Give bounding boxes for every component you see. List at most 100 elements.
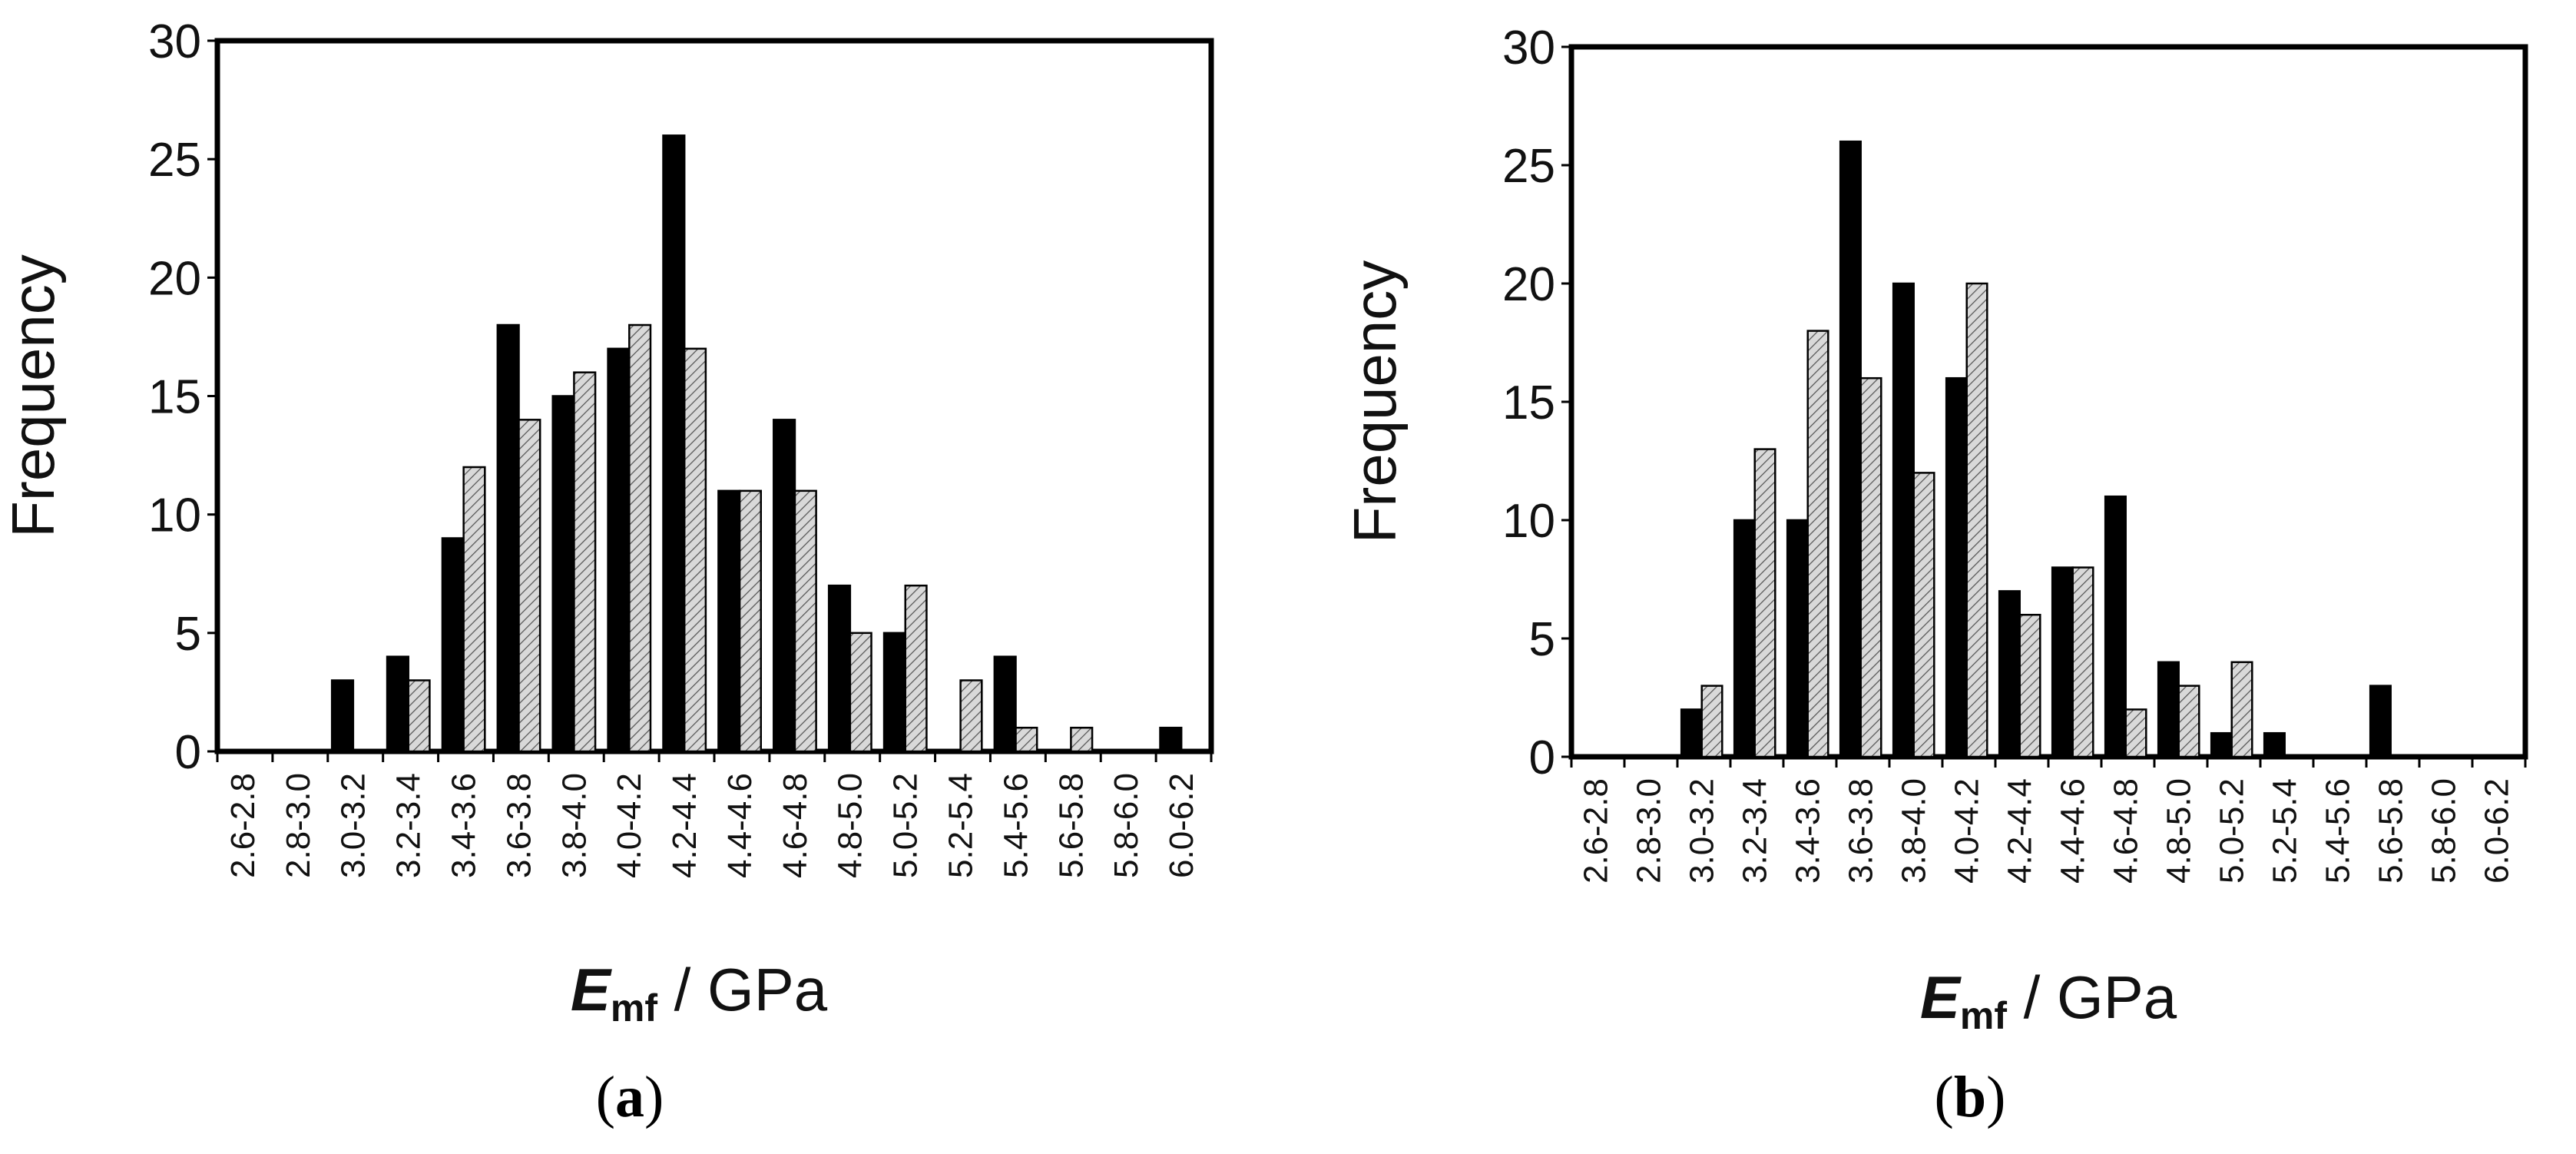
x-tick-label: 3.4-3.6 — [445, 773, 483, 878]
x-tick-label: 6.0-6.2 — [2478, 778, 2516, 884]
bar-black-series — [1945, 376, 1968, 758]
bar-hatched-series — [793, 489, 817, 753]
bar-hatched-series — [1965, 282, 1988, 758]
x-tick-label: 4.2-4.4 — [666, 773, 704, 878]
y-tick-label: 15 — [148, 371, 201, 424]
y-axis-label: Frequency — [0, 254, 67, 538]
x-tick-label: 3.2-3.4 — [390, 773, 428, 878]
histogram-chart-a: 0 5 10 15 20 25 30 2.6-2.8 2.8-3.0 3.0-3.2 3.2-3.4… — [0, 15, 1214, 1030]
bar-hatched-series — [683, 347, 707, 753]
x-tick-label: 2.8-3.0 — [280, 773, 317, 878]
bar-hatched-series — [462, 466, 486, 753]
bar-hatched-series — [2018, 613, 2041, 758]
x-tick-label: 5.4-5.6 — [2319, 778, 2357, 884]
bar-hatched-series — [2071, 566, 2094, 758]
y-tick-label: 0 — [175, 726, 201, 779]
y-tick-label: 0 — [1529, 731, 1555, 784]
x-tick-label: 3.6-3.8 — [500, 773, 538, 878]
bar-black-series — [1159, 726, 1183, 753]
bar-black-series — [2263, 731, 2286, 758]
x-axis-label: Emf / GPa — [1920, 963, 2177, 1037]
bar-black-series — [2051, 566, 2074, 758]
bar-black-series — [2369, 685, 2392, 758]
x-tick-label: 4.6-4.8 — [776, 773, 814, 878]
x-tick-label: 4.4-4.6 — [721, 773, 759, 878]
bar-hatched-series — [1912, 472, 1935, 758]
bar-black-series — [882, 632, 906, 753]
histogram-chart-b: 0 5 10 15 20 25 30 2.6-2.8 2.8-3.0 3.0-3.2 3.2-3.4… — [1341, 22, 2528, 1037]
x-tick-label: 5.8-6.0 — [2425, 778, 2463, 884]
y-tick-label: 25 — [148, 134, 201, 187]
bar-black-series — [773, 419, 796, 753]
bar-black-series — [827, 584, 852, 753]
bar-hatched-series — [1753, 448, 1776, 758]
x-tick-label: 5.6-5.8 — [2372, 778, 2410, 884]
y-tick-label: 15 — [1502, 376, 1555, 429]
x-tick-label: 5.2-5.4 — [942, 773, 980, 878]
x-tick-label: 2.6-2.8 — [1578, 778, 1615, 884]
bar-black-series — [1998, 590, 2021, 758]
panel-label-a: (a) — [595, 1065, 664, 1129]
bar-black-series — [607, 347, 631, 753]
bar-black-series — [496, 323, 520, 753]
x-tick-label: 4.4-4.6 — [2055, 778, 2092, 884]
x-tick-label: 3.8-4.0 — [1896, 778, 1933, 884]
x-tick-label: 3.8-4.0 — [555, 773, 593, 878]
bar-black-series — [1733, 519, 1756, 758]
panel-label-b: (b) — [1934, 1065, 2006, 1129]
x-axis-label: Emf / GPa — [571, 956, 828, 1030]
bar-black-series — [717, 489, 741, 753]
bar-black-series — [2104, 495, 2127, 758]
y-axis-label: Frequency — [1341, 260, 1409, 544]
bar-black-series — [1786, 519, 1809, 758]
bar-hatched-series — [2124, 708, 2147, 758]
bar-hatched-series — [959, 679, 983, 753]
bar-hatched-series — [628, 323, 652, 753]
x-tick-label: 4.8-5.0 — [2160, 778, 2198, 884]
x-tick-label: 3.4-3.6 — [1790, 778, 1827, 884]
bar-black-series — [1892, 282, 1915, 758]
bar-black-series — [386, 655, 409, 753]
bar-black-series — [1680, 708, 1703, 758]
y-tick-label: 30 — [148, 15, 201, 68]
y-tick-label: 25 — [1502, 140, 1555, 193]
bar-hatched-series — [1859, 376, 1882, 758]
x-tick-label: 3.0-3.2 — [335, 773, 372, 878]
bar-hatched-series — [849, 632, 872, 753]
y-tick-label: 30 — [1502, 22, 1555, 75]
y-tick-label: 5 — [175, 608, 201, 661]
x-tick-label: 4.0-4.2 — [611, 773, 648, 878]
y-tick-label: 10 — [148, 489, 201, 542]
x-tick-label: 2.8-3.0 — [1631, 778, 1668, 884]
bar-hatched-series — [1070, 726, 1094, 753]
bar-black-series — [330, 679, 355, 753]
bar-hatched-series — [407, 679, 431, 753]
x-tick-label: 4.2-4.4 — [2002, 778, 2039, 884]
x-tick-label: 3.2-3.4 — [1737, 778, 1774, 884]
x-tick-label: 4.6-4.8 — [2107, 778, 2145, 884]
bar-hatched-series — [2177, 685, 2200, 758]
x-tick-label: 3.0-3.2 — [1684, 778, 1721, 884]
x-tick-label: 5.0-5.2 — [887, 773, 925, 878]
bar-hatched-series — [2230, 661, 2253, 758]
y-tick-label: 10 — [1502, 495, 1555, 548]
bar-black-series — [1839, 140, 1862, 758]
x-tick-label: 5.6-5.8 — [1052, 773, 1090, 878]
x-tick-label: 5.2-5.4 — [2266, 778, 2304, 884]
y-tick-label: 20 — [148, 252, 201, 305]
bar-black-series — [2157, 661, 2180, 758]
bar-black-series — [441, 537, 465, 753]
x-tick-label: 5.0-5.2 — [2213, 778, 2251, 884]
bar-hatched-series — [738, 489, 762, 753]
plot-frame — [214, 38, 1214, 754]
bar-hatched-series — [1015, 726, 1038, 753]
bar-hatched-series — [1806, 330, 1829, 758]
plot-frame — [1568, 44, 2528, 760]
x-tick-label: 6.0-6.2 — [1163, 773, 1200, 878]
y-tick-label: 20 — [1502, 258, 1555, 311]
bar-black-series — [2210, 731, 2233, 758]
bar-black-series — [551, 395, 575, 753]
x-tick-label: 4.0-4.2 — [1949, 778, 1986, 884]
bar-black-series — [993, 655, 1017, 753]
bar-hatched-series — [573, 371, 597, 753]
